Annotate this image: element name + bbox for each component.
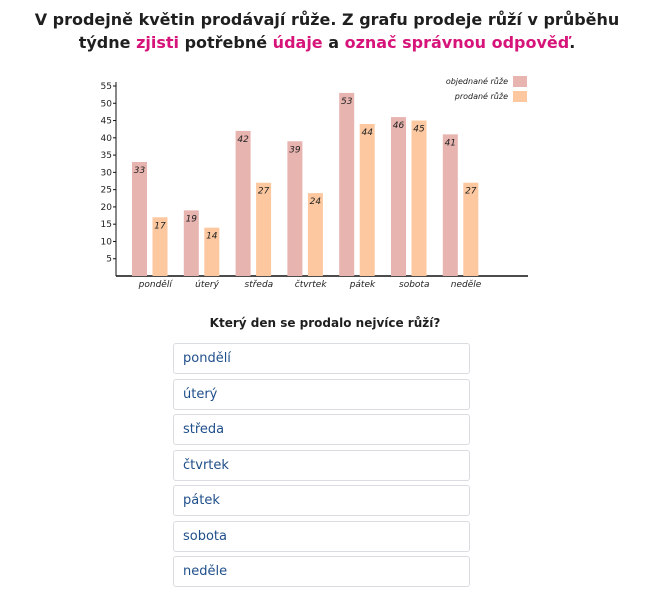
bar-ordered-5 — [391, 117, 406, 276]
bar-value-ordered-5: 46 — [393, 121, 405, 131]
y-tick-label-35: 35 — [101, 151, 112, 161]
bar-sold-3 — [307, 193, 323, 276]
bar-ordered-3 — [287, 141, 303, 276]
bar-value-ordered-3: 39 — [289, 145, 301, 155]
instruction-text: V prodejně květin prodávají růže. Z graf… — [12, 8, 642, 54]
y-tick-label-45: 45 — [101, 117, 112, 127]
bar-value-ordered-0: 33 — [134, 166, 146, 176]
bar-value-sold-5: 45 — [413, 125, 425, 135]
answer-options: pondělí úterý středa čtvrtek pátek sobot… — [173, 343, 470, 592]
y-tick-label-10: 10 — [101, 237, 113, 247]
instruction-part-1: V prodejně květin prodávají růže. Z graf… — [34, 10, 620, 52]
bar-value-sold-0: 17 — [154, 221, 166, 231]
bar-value-sold-1: 14 — [206, 232, 218, 242]
legend-swatch-0 — [513, 76, 527, 87]
y-tick-label-25: 25 — [101, 186, 112, 196]
bar-value-ordered-1: 19 — [186, 214, 198, 224]
bar-ordered-2 — [235, 130, 251, 276]
x-tick-label-5: sobota — [399, 280, 429, 290]
instruction-part-2: potřebné — [179, 33, 273, 52]
y-tick-label-50: 50 — [101, 99, 113, 109]
bar-sold-6 — [463, 182, 479, 276]
option-streda[interactable]: středa — [173, 414, 470, 445]
legend-label-0: objednané růže — [446, 76, 508, 86]
y-tick-label-5: 5 — [106, 255, 112, 265]
y-tick-label-55: 55 — [101, 82, 112, 92]
y-tick-label-40: 40 — [101, 134, 113, 144]
bar-ordered-0 — [132, 162, 147, 276]
instruction-part-4: . — [569, 33, 576, 52]
bar-value-sold-3: 24 — [310, 197, 322, 207]
option-utery[interactable]: úterý — [173, 378, 470, 410]
bar-sold-4 — [359, 124, 375, 276]
bar-sold-2 — [256, 182, 272, 276]
legend-swatch-1 — [513, 91, 527, 102]
bar-value-sold-2: 27 — [258, 187, 270, 197]
option-nedele[interactable]: neděle — [173, 556, 470, 587]
bar-value-sold-4: 44 — [361, 128, 373, 138]
instruction-part-3: a — [322, 33, 345, 52]
question-text: Který den se prodalo nejvíce růží? — [209, 316, 441, 330]
bar-value-ordered-6: 41 — [445, 138, 456, 148]
x-tick-label-1: úterý — [195, 280, 219, 290]
bar-sold-1 — [204, 227, 220, 276]
option-patek[interactable]: pátek — [173, 485, 470, 516]
option-pondeli[interactable]: pondělí — [173, 343, 470, 374]
x-tick-label-2: středa — [245, 280, 274, 290]
bar-chart: 5 10 15 20 25 30 35 40 45 50 55 33 17 pondělí 19 14 úter… — [101, 76, 528, 290]
x-tick-label-0: pondělí — [138, 279, 174, 290]
option-sobota[interactable]: sobota — [173, 520, 470, 552]
bar-value-sold-6: 27 — [465, 187, 477, 197]
instruction-highlight-udaje: údaje — [272, 33, 323, 52]
bar-value-ordered-2: 42 — [237, 135, 249, 145]
y-tick-label-30: 30 — [101, 168, 113, 178]
bar-ordered-4 — [339, 92, 355, 276]
x-tick-label-4: pátek — [349, 280, 376, 290]
x-tick-label-6: neděle — [451, 279, 482, 290]
option-ctvrtek[interactable]: čtvrtek — [173, 449, 470, 481]
bar-ordered-1 — [183, 210, 199, 276]
legend-label-1: prodané růže — [454, 91, 508, 101]
bar-sold-5 — [411, 120, 427, 276]
y-tick-label-15: 15 — [101, 220, 112, 230]
instruction-highlight-odpoved: označ správnou odpověď — [344, 33, 570, 52]
y-tick-label-20: 20 — [101, 203, 113, 213]
x-tick-label-3: čtvrtek — [295, 279, 328, 290]
bar-ordered-6 — [442, 134, 458, 276]
bar-sold-0 — [152, 217, 168, 276]
instruction-highlight-zjisti: zjisti — [136, 33, 179, 52]
bar-value-ordered-4: 53 — [341, 97, 353, 107]
